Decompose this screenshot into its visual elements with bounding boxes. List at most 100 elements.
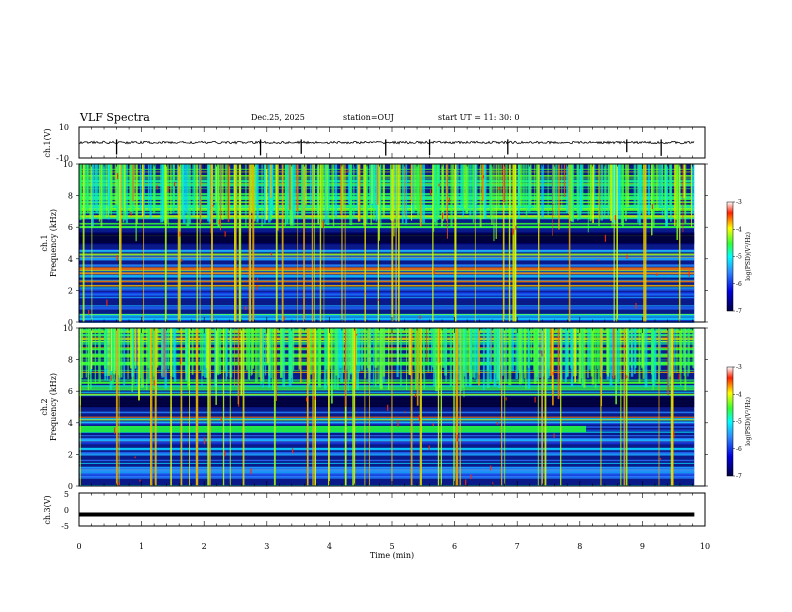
spectrogram-band	[79, 171, 695, 173]
spectrogram-noise	[264, 328, 267, 376]
spectrogram-hot-spot	[403, 411, 406, 413]
spectrogram-noise	[313, 164, 316, 209]
spectrogram-band	[79, 439, 695, 441]
spectrogram-noise	[292, 164, 294, 211]
spectrogram-noise	[295, 164, 297, 218]
spectrogram-noise	[116, 164, 119, 220]
spectrogram-hot-spot	[673, 430, 675, 438]
spectrogram-noise	[483, 164, 487, 219]
spectrogram-noise	[314, 328, 318, 380]
spectrogram-band	[79, 184, 695, 186]
ch3-ytick-top: 5	[64, 490, 69, 499]
ch3-waveform-ticks	[78, 493, 706, 526]
spectrogram-noise	[353, 164, 355, 219]
spectrogram-noise	[172, 164, 175, 212]
spectrogram-noise	[221, 164, 224, 221]
spectrogram-noise	[95, 164, 99, 214]
spectrogram-noise	[330, 328, 332, 370]
spectrogram-band	[79, 330, 695, 333]
spectrogram-hot-spot	[448, 197, 451, 203]
spectrogram-noise	[580, 328, 583, 379]
spectrogram-band	[79, 208, 695, 210]
spectrogram-noise	[634, 328, 636, 374]
spectrogram-band	[79, 291, 695, 294]
spectrogram-noise	[229, 328, 233, 378]
time-axis-tick-labels: 0 1 2 3 4 5 6 7 8 9 10	[76, 542, 710, 551]
spectrogram-noise	[494, 328, 497, 374]
spectrogram-noise	[449, 328, 452, 387]
spectrogram-noise	[188, 164, 191, 224]
spectrogram-band	[79, 388, 695, 391]
spectrogram-noise	[120, 328, 123, 378]
spectrogram-noise	[91, 164, 94, 227]
spectrogram-hot-spot	[512, 228, 514, 235]
spectrogram-noise	[644, 328, 648, 388]
spectrogram-band	[79, 188, 695, 190]
spectrogram-hot-spot	[614, 215, 616, 221]
spectrogram-band	[79, 335, 695, 337]
spectrogram-band	[79, 180, 695, 183]
spectrogram-noise	[310, 164, 312, 205]
spectrogram-band	[79, 313, 695, 315]
ch1-waveform-ylabel: ch.1(V)	[43, 128, 52, 157]
spectrogram-noise	[185, 164, 188, 213]
spectrogram-hot-spot	[541, 350, 543, 357]
spectrogram-hot-spot	[626, 254, 628, 259]
spectrogram-noise	[98, 328, 101, 382]
spectrogram-noise	[147, 164, 150, 210]
spectrogram-noise	[328, 164, 330, 211]
spectrogram-noise	[630, 328, 633, 368]
spectrogram-noise	[652, 164, 655, 227]
spectrogram-noise	[152, 328, 155, 377]
spectrogram-noise	[607, 164, 610, 218]
colorbar-tick-label: -4	[736, 226, 742, 233]
spectrogram-band	[79, 421, 695, 423]
spectrogram-band	[79, 279, 695, 281]
spectrogram-band	[79, 185, 695, 187]
spectrogram-hot-spot	[106, 299, 108, 307]
spectrogram-noise	[350, 328, 353, 373]
spectrogram-noise	[405, 328, 408, 391]
spectrogram-band	[79, 437, 695, 440]
spectrogram-noise	[655, 164, 659, 211]
ch1-channel-label: ch.1	[40, 234, 49, 251]
spectrogram-noise	[417, 328, 421, 373]
spectrogram-hot-spot	[224, 231, 226, 237]
frequency-tick-label: 4	[68, 255, 73, 264]
spectrogram-band	[79, 242, 695, 245]
spectrogram-hot-spot	[429, 189, 432, 196]
spectrogram-band	[79, 353, 695, 355]
spectrogram-noise	[614, 328, 617, 376]
spectrogram-hot-spot	[181, 258, 183, 262]
spectrogram-noise	[245, 328, 249, 370]
spectrogram-band	[79, 317, 695, 320]
spectrogram-noise	[687, 328, 689, 377]
spectrogram-band	[79, 393, 695, 396]
time-tick-label: 1	[139, 542, 144, 551]
spectrogram-noise	[637, 164, 639, 213]
spectrogram-noise	[250, 328, 253, 375]
ch1-colorbar: -3 -4 -5 -6 -7 log(PSD)(V²/Hz)	[726, 199, 752, 315]
spectrogram-noise	[152, 164, 156, 214]
spectrogram-band	[79, 314, 695, 317]
spectrogram-noise	[374, 328, 378, 368]
spectrogram-noise	[505, 164, 508, 206]
spectrogram-noise	[614, 164, 617, 219]
spectrogram-band	[79, 209, 695, 211]
ch2-frequency-ylabel: Frequency (kHz)	[49, 373, 58, 441]
spectrogram-hot-spot	[387, 404, 389, 411]
spectrogram-noise	[255, 328, 258, 383]
spectrogram-hot-spot	[314, 396, 316, 400]
spectrogram-noise	[382, 164, 385, 218]
spectrogram-noise	[527, 164, 531, 212]
spectrogram-noise	[333, 328, 337, 390]
spectrogram-band	[79, 201, 695, 202]
colorbar-scale	[726, 201, 734, 312]
spectrogram-noise	[396, 164, 399, 228]
spectrogram-noise	[589, 164, 592, 222]
spectrogram-noise	[182, 164, 186, 224]
time-tick-label: 9	[640, 542, 645, 551]
time-tick-label: 8	[577, 542, 582, 551]
spectrogram-noise	[286, 164, 289, 223]
spectrogram-noise	[491, 164, 493, 225]
